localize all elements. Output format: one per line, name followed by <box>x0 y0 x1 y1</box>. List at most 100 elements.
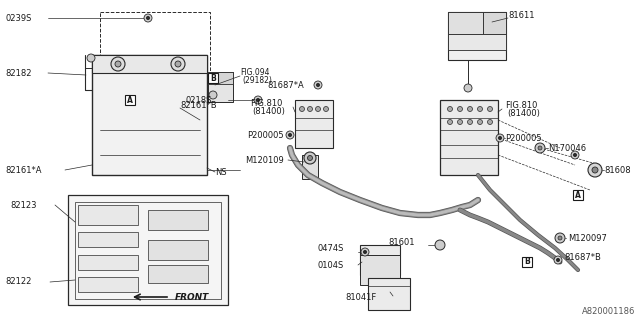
Text: M120097: M120097 <box>568 234 607 243</box>
Bar <box>208 73 218 83</box>
Circle shape <box>447 119 452 124</box>
Bar <box>125 95 135 105</box>
Text: FIG.810: FIG.810 <box>250 99 282 108</box>
Text: 81608: 81608 <box>604 165 630 174</box>
Circle shape <box>171 57 185 71</box>
Text: FRONT: FRONT <box>175 292 209 301</box>
Text: B: B <box>524 258 530 267</box>
Circle shape <box>477 119 483 124</box>
Circle shape <box>554 256 562 264</box>
Circle shape <box>458 107 463 111</box>
Text: 81687*B: 81687*B <box>564 253 601 262</box>
Circle shape <box>115 61 121 67</box>
Text: 0474S: 0474S <box>318 244 344 252</box>
Bar <box>100 12 210 82</box>
Bar <box>78 255 138 270</box>
Circle shape <box>254 96 262 104</box>
Text: (81400): (81400) <box>252 107 285 116</box>
Circle shape <box>558 236 562 240</box>
Circle shape <box>496 134 504 142</box>
Text: 82161*A: 82161*A <box>5 165 42 174</box>
Bar <box>368 278 410 310</box>
Circle shape <box>535 143 545 153</box>
Bar <box>448 34 506 50</box>
Bar <box>483 12 506 34</box>
Circle shape <box>447 107 452 111</box>
Bar <box>78 205 138 225</box>
Circle shape <box>300 107 305 111</box>
Bar <box>92 55 207 73</box>
Circle shape <box>323 107 328 111</box>
Bar <box>573 190 583 200</box>
Text: P200005: P200005 <box>247 131 284 140</box>
Text: (29182): (29182) <box>242 76 272 84</box>
Bar <box>448 12 483 34</box>
Circle shape <box>571 151 579 159</box>
Circle shape <box>307 156 312 161</box>
Bar <box>208 72 233 84</box>
Circle shape <box>467 119 472 124</box>
Bar <box>360 245 400 275</box>
Text: B: B <box>210 74 216 83</box>
Text: 81041F: 81041F <box>345 293 376 302</box>
Circle shape <box>286 131 294 139</box>
Bar <box>448 12 506 60</box>
Text: 81687*A: 81687*A <box>267 81 304 90</box>
Circle shape <box>477 107 483 111</box>
Circle shape <box>304 152 316 164</box>
Text: P200005: P200005 <box>505 133 541 142</box>
Text: 81601: 81601 <box>388 237 415 246</box>
Text: N170046: N170046 <box>548 143 586 153</box>
Text: 0104S: 0104S <box>318 260 344 269</box>
Bar <box>148 240 208 260</box>
Circle shape <box>467 107 472 111</box>
Text: 0218S: 0218S <box>185 95 211 105</box>
Circle shape <box>364 251 367 253</box>
Circle shape <box>144 14 152 22</box>
Circle shape <box>458 119 463 124</box>
Circle shape <box>488 107 493 111</box>
Circle shape <box>289 133 291 137</box>
Circle shape <box>555 233 565 243</box>
Bar <box>148 265 208 283</box>
Circle shape <box>87 54 95 62</box>
Bar <box>208 72 233 102</box>
Text: 82161*B: 82161*B <box>180 100 216 109</box>
Bar <box>68 195 228 305</box>
Circle shape <box>588 163 602 177</box>
Text: NS: NS <box>215 167 227 177</box>
Circle shape <box>307 107 312 111</box>
Circle shape <box>317 84 319 86</box>
Circle shape <box>488 119 493 124</box>
Circle shape <box>499 137 502 140</box>
Bar <box>148 210 208 230</box>
Circle shape <box>538 146 542 150</box>
Bar <box>78 232 138 247</box>
Bar <box>78 277 138 292</box>
Bar <box>92 55 207 175</box>
Text: 82123: 82123 <box>10 201 36 210</box>
Text: 81611: 81611 <box>508 11 534 20</box>
Bar <box>360 255 400 285</box>
Bar <box>295 100 333 148</box>
Text: 82182: 82182 <box>5 68 31 77</box>
Circle shape <box>147 17 150 20</box>
Circle shape <box>175 61 181 67</box>
Circle shape <box>314 81 322 89</box>
Text: FIG.094: FIG.094 <box>240 68 269 76</box>
Text: A820001186: A820001186 <box>582 308 635 316</box>
Text: M120109: M120109 <box>245 156 284 164</box>
Text: 0239S: 0239S <box>5 13 31 22</box>
Circle shape <box>111 57 125 71</box>
Bar <box>302 155 318 179</box>
Circle shape <box>361 248 369 256</box>
Text: (81400): (81400) <box>507 108 540 117</box>
Text: 82122: 82122 <box>5 277 31 286</box>
Text: A: A <box>575 190 581 199</box>
Text: FIG.810: FIG.810 <box>505 100 538 109</box>
Circle shape <box>435 240 445 250</box>
Circle shape <box>557 259 559 261</box>
Circle shape <box>257 99 259 101</box>
Circle shape <box>209 91 217 99</box>
Text: A: A <box>127 95 133 105</box>
